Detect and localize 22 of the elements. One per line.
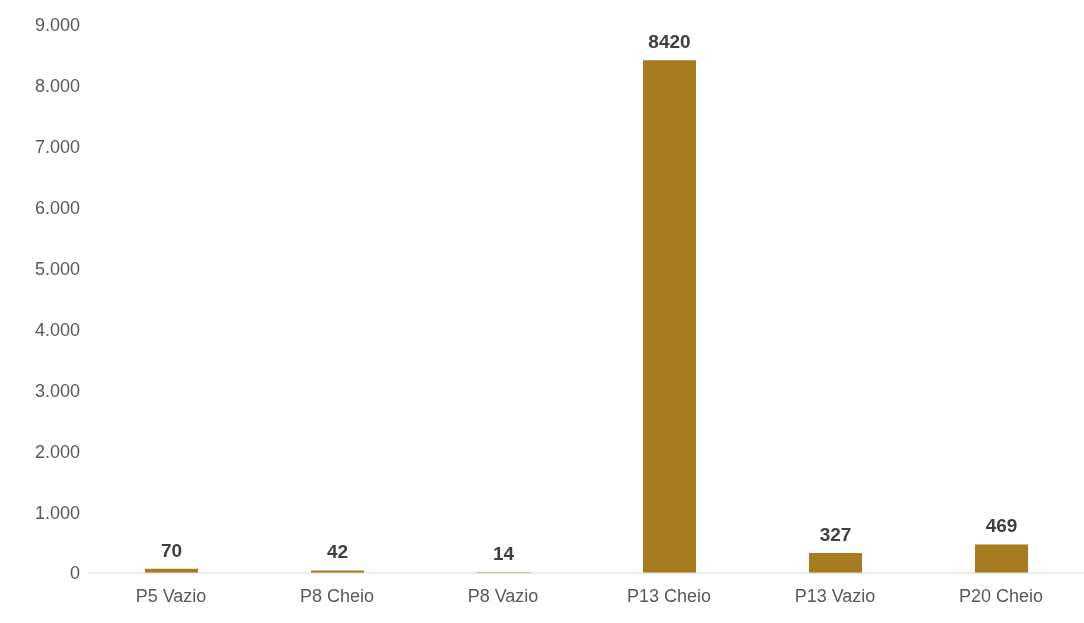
y-tick-label: 2.000 bbox=[34, 441, 80, 462]
y-tick-label: 0 bbox=[69, 563, 80, 584]
y-tick-label: 6.000 bbox=[34, 198, 80, 219]
x-tick-label: P13 Vazio bbox=[794, 585, 876, 606]
x-tick-label: P8 Vazio bbox=[467, 585, 539, 606]
data-label: 42 bbox=[326, 541, 349, 563]
y-tick-label: 5.000 bbox=[34, 258, 80, 279]
data-label: 70 bbox=[160, 539, 183, 561]
y-tick-label: 9.000 bbox=[34, 15, 80, 36]
data-label: 8420 bbox=[648, 31, 691, 53]
x-tick-label: P20 Cheio bbox=[958, 585, 1044, 606]
y-tick-label: 7.000 bbox=[34, 137, 80, 158]
y-tick-label: 3.000 bbox=[34, 380, 80, 401]
y-tick-label: 4.000 bbox=[34, 319, 80, 340]
data-label: 327 bbox=[819, 524, 852, 546]
y-tick-label: 1.000 bbox=[34, 502, 80, 523]
x-tick-label: P8 Cheio bbox=[299, 585, 375, 606]
y-tick-label: 8.000 bbox=[34, 76, 80, 97]
data-label: 14 bbox=[492, 543, 515, 565]
x-tick-label: P5 Vazio bbox=[135, 585, 207, 606]
x-tick-label: P13 Cheio bbox=[626, 585, 712, 606]
data-label: 469 bbox=[985, 515, 1018, 537]
